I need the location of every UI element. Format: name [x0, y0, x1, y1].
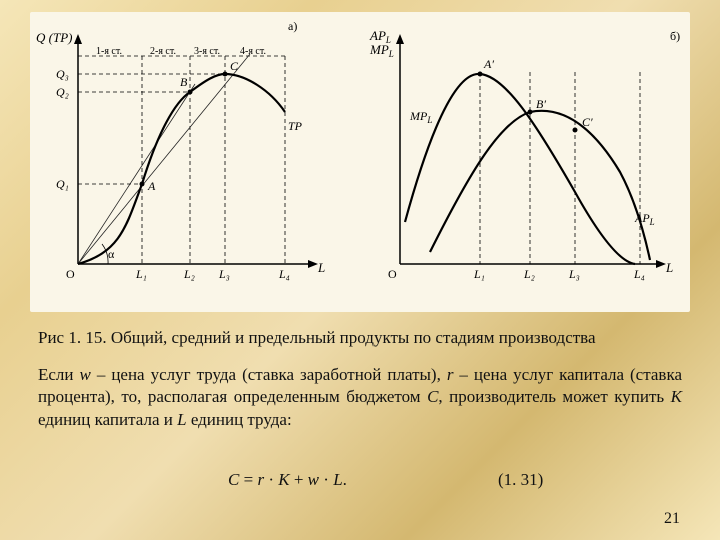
eq-K: K	[278, 470, 289, 489]
secant-line	[78, 54, 250, 264]
tangent-line	[78, 84, 195, 264]
xlabel-l1-b: L₁	[473, 267, 485, 281]
stage-2: 2-я ст.	[150, 46, 176, 57]
ap-label: APL	[634, 211, 655, 227]
panel-b-y-arrow	[396, 34, 404, 44]
body-C: C	[427, 387, 438, 406]
eq-w: w	[308, 470, 319, 489]
equation: C = r · K + w · L.	[228, 470, 347, 490]
point-b-label: B	[180, 75, 188, 89]
panel-a: а) Q (TP) L O Q₁ Q₂ Q₃	[36, 19, 325, 281]
figure-caption: Рис 1. 15. Общий, средний и предельный п…	[38, 328, 682, 348]
body-L: L	[177, 410, 186, 429]
eq-dot1: ·	[264, 470, 278, 489]
stage-1: 1-я ст.	[96, 46, 122, 57]
eq-L: L	[333, 470, 342, 489]
body-end: единиц труда:	[187, 410, 292, 429]
panel-b-x-arrow	[656, 260, 666, 268]
eq-eq: =	[239, 470, 257, 489]
ylabel-q1: Q₁	[56, 177, 69, 191]
slide-page: а) Q (TP) L O Q₁ Q₂ Q₃	[0, 0, 720, 540]
panel-a-label: а)	[288, 19, 297, 33]
panel-a-y-title: Q (TP)	[36, 30, 72, 45]
panel-a-x-arrow	[308, 260, 318, 268]
point-a-prime	[478, 72, 483, 77]
stage-4: 4-я ст.	[240, 46, 266, 57]
page-number: 21	[664, 510, 680, 528]
panel-a-origin-label: O	[66, 267, 75, 281]
eq-period: .	[343, 470, 347, 489]
body-paragraph: Если w – цена услуг труда (ставка зарабо…	[38, 364, 682, 431]
point-c-label: C	[230, 59, 239, 73]
point-a-prime-label: A′	[483, 57, 494, 71]
ylabel-q2: Q₂	[56, 85, 69, 99]
equation-number: (1. 31)	[498, 470, 543, 490]
xlabel-l2-b: L₂	[523, 267, 535, 281]
point-a-label: A	[147, 179, 156, 193]
point-a	[140, 182, 145, 187]
tp-curve	[78, 74, 285, 264]
panel-a-y-arrow	[74, 34, 82, 44]
panel-b-x-title: L	[665, 260, 673, 275]
point-c-prime-label: C′	[582, 115, 593, 129]
stage-3: 3-я ст.	[194, 46, 220, 57]
body-mid3: , производитель может купить	[438, 387, 670, 406]
tp-label: TP	[288, 119, 303, 133]
eq-plus: +	[290, 470, 308, 489]
xlabel-l1-a: L₁	[135, 267, 147, 281]
panel-b-label: б)	[670, 29, 680, 43]
panel-a-x-title: L	[317, 260, 325, 275]
point-b-prime-label: B′	[536, 97, 546, 111]
point-c	[223, 72, 228, 77]
point-b-prime	[528, 110, 533, 115]
body-mid1: – цена услуг труда (ставка заработной пл…	[91, 365, 447, 384]
figure-svg: а) Q (TP) L O Q₁ Q₂ Q₃	[30, 12, 690, 312]
xlabel-l4-b: L₄	[633, 267, 645, 281]
mp-label: MPL	[409, 109, 432, 125]
eq-dot2: ·	[319, 470, 333, 489]
figure-1-15: а) Q (TP) L O Q₁ Q₂ Q₃	[30, 12, 690, 312]
panel-b-origin-label: O	[388, 267, 397, 281]
body-prefix: Если	[38, 365, 80, 384]
point-b	[188, 90, 193, 95]
xlabel-l2-a: L₂	[183, 267, 195, 281]
eq-C: C	[228, 470, 239, 489]
body-K: K	[671, 387, 682, 406]
xlabel-l4-a: L₄	[278, 267, 290, 281]
ylabel-q3: Q₃	[56, 67, 69, 81]
point-c-prime	[573, 128, 578, 133]
xlabel-l3-b: L₃	[568, 267, 580, 281]
body-mid4: единиц капитала и	[38, 410, 177, 429]
body-w: w	[80, 365, 91, 384]
panel-b: б) APL MPL L O L₁ L₂ L₃ L₄	[369, 28, 680, 281]
xlabel-l3-a: L₃	[218, 267, 230, 281]
